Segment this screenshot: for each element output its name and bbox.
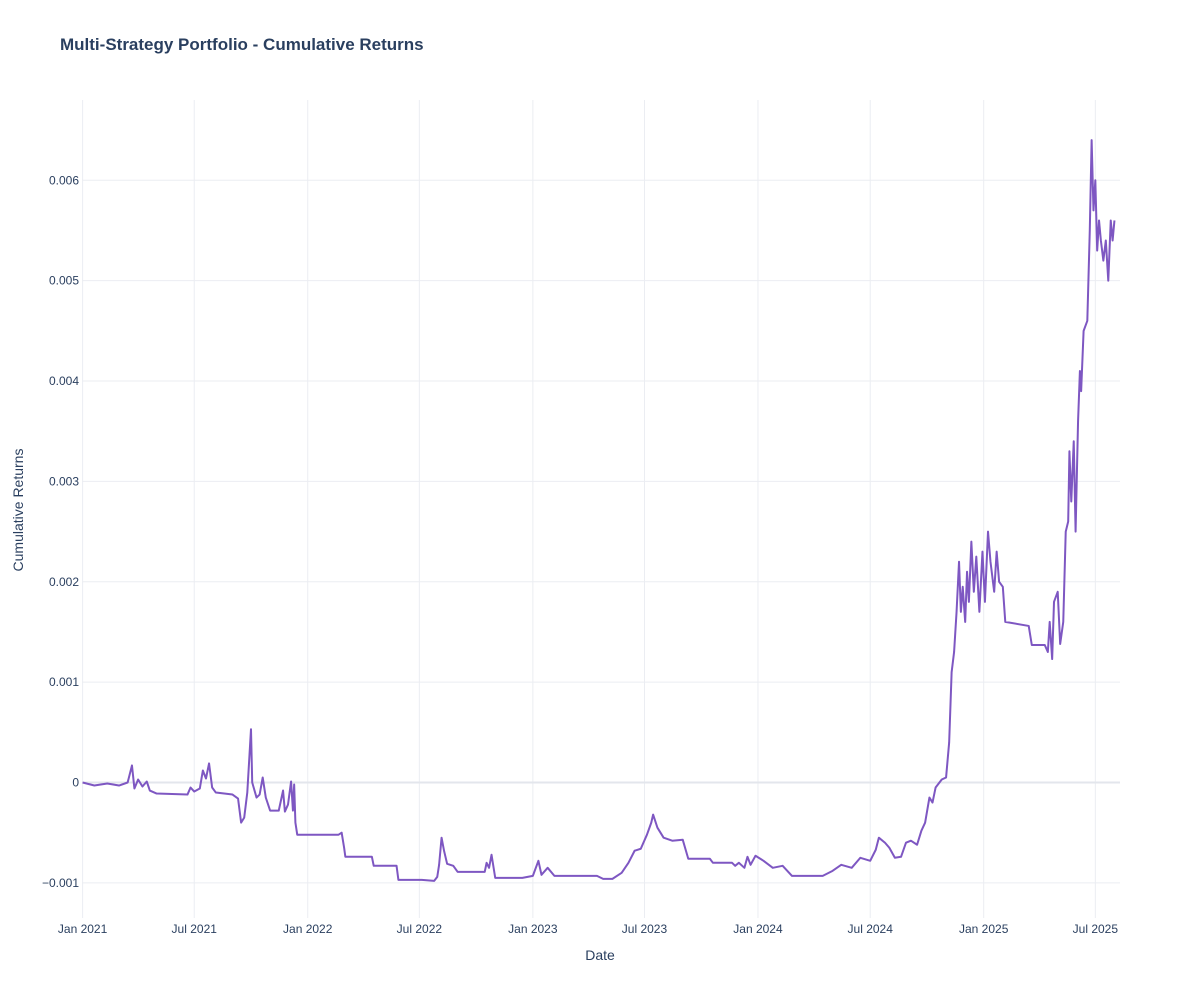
y-tick-label: −0.001 [42, 876, 79, 890]
x-tick-label: Jul 2023 [622, 922, 668, 936]
y-tick-label: 0 [72, 776, 79, 790]
x-tick-label: Jul 2022 [397, 922, 443, 936]
x-tick-label: Jan 2022 [283, 922, 333, 936]
y-tick-label: 0.001 [49, 675, 79, 689]
y-tick-label: 0.004 [49, 374, 79, 388]
y-tick-label: 0.002 [49, 575, 79, 589]
y-tick-label: 0.005 [49, 274, 79, 288]
grid-layer [82, 100, 1120, 918]
x-tick-label: Jan 2023 [508, 922, 558, 936]
line-layer [82, 139, 1116, 882]
y-axis-title: Cumulative Returns [10, 449, 26, 572]
y-tick-label: 0.006 [49, 173, 79, 187]
x-tick-label: Jul 2021 [172, 922, 218, 936]
y-tick-label: 0.003 [49, 474, 79, 488]
tick-layer: Jan 2021 Jul 2021 Jan 2022 Jul 2022 Jan 2023… [42, 173, 1118, 936]
chart-title: Multi-Strategy Portfolio - Cumulative Re… [60, 35, 424, 54]
x-tick-label: Jan 2021 [58, 922, 108, 936]
x-tick-label: Jul 2025 [1073, 922, 1119, 936]
x-axis-title: Date [585, 947, 615, 963]
x-tick-label: Jan 2024 [733, 922, 783, 936]
x-tick-label: Jul 2024 [848, 922, 894, 936]
x-tick-label: Jan 2025 [959, 922, 1009, 936]
series-line [82, 139, 1116, 882]
